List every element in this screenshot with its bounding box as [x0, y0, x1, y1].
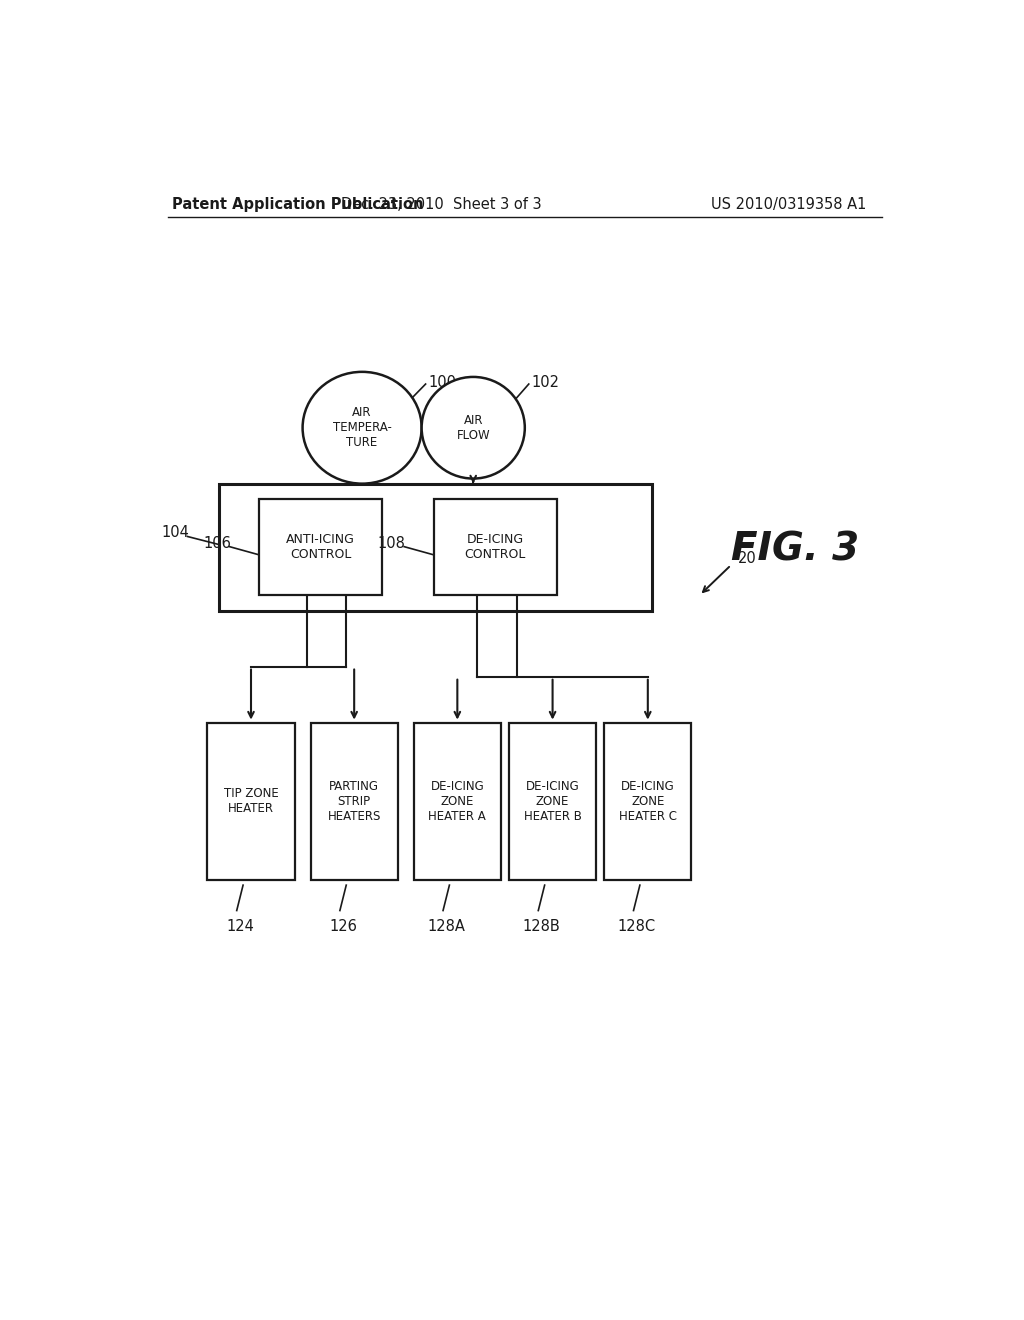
Text: 126: 126: [329, 919, 357, 933]
Text: PARTING
STRIP
HEATERS: PARTING STRIP HEATERS: [328, 780, 381, 822]
Text: 128B: 128B: [522, 919, 560, 933]
Text: 128A: 128A: [427, 919, 465, 933]
Bar: [219, 483, 652, 611]
Text: Dec. 23, 2010  Sheet 3 of 3: Dec. 23, 2010 Sheet 3 of 3: [341, 197, 542, 211]
Text: 102: 102: [531, 375, 559, 389]
Ellipse shape: [422, 378, 524, 479]
Text: Patent Application Publication: Patent Application Publication: [172, 197, 423, 211]
Bar: [259, 499, 382, 595]
Text: AIR
TEMPERA-
TURE: AIR TEMPERA- TURE: [333, 407, 391, 449]
Text: 104: 104: [162, 525, 189, 540]
Text: US 2010/0319358 A1: US 2010/0319358 A1: [712, 197, 866, 211]
Text: DE-ICING
ZONE
HEATER C: DE-ICING ZONE HEATER C: [618, 780, 677, 822]
Bar: [433, 499, 557, 595]
Text: 100: 100: [428, 375, 456, 389]
Ellipse shape: [303, 372, 422, 483]
Text: FIG. 3: FIG. 3: [731, 531, 859, 569]
Text: 128C: 128C: [617, 919, 655, 933]
Bar: [310, 722, 397, 880]
Text: TIP ZONE
HEATER: TIP ZONE HEATER: [223, 787, 279, 816]
Bar: [207, 722, 295, 880]
Bar: [414, 722, 501, 880]
Text: DE-ICING
ZONE
HEATER B: DE-ICING ZONE HEATER B: [523, 780, 582, 822]
Text: 20: 20: [737, 552, 757, 566]
Text: 124: 124: [226, 919, 254, 933]
Text: AIR
FLOW: AIR FLOW: [457, 413, 490, 442]
Bar: [604, 722, 691, 880]
Text: DE-ICING
CONTROL: DE-ICING CONTROL: [464, 533, 525, 561]
Text: DE-ICING
ZONE
HEATER A: DE-ICING ZONE HEATER A: [428, 780, 486, 822]
Text: 106: 106: [203, 536, 230, 552]
Text: 108: 108: [378, 536, 406, 552]
Text: ANTI-ICING
CONTROL: ANTI-ICING CONTROL: [286, 533, 355, 561]
Bar: [509, 722, 596, 880]
